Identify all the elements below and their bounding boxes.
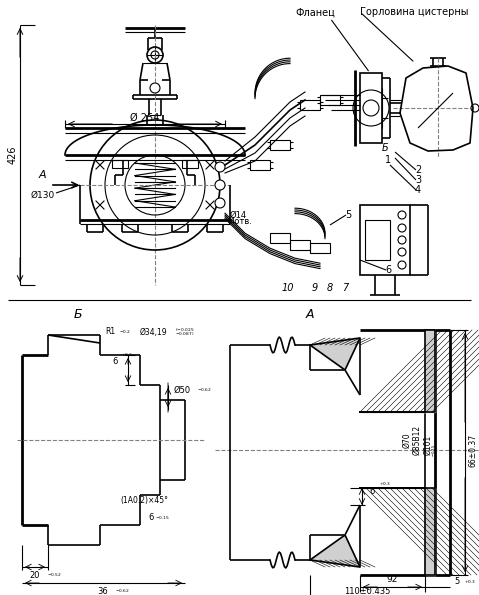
Bar: [270, 233, 290, 243]
Text: 5: 5: [345, 210, 351, 220]
Text: 20: 20: [30, 571, 40, 580]
Bar: [310, 243, 330, 253]
Text: 66±0.37: 66±0.37: [468, 433, 478, 466]
Bar: [360, 73, 382, 143]
Text: (1А0.2)×45°: (1А0.2)×45°: [120, 496, 168, 505]
Text: Б: Б: [74, 308, 82, 321]
Text: $_{-0.62}$: $_{-0.62}$: [197, 386, 212, 394]
Text: Ø50: Ø50: [173, 386, 191, 394]
Text: 6: 6: [385, 265, 391, 275]
Bar: [270, 140, 290, 150]
Text: $^{(-0.025}_{-0.087)}$: $^{(-0.025}_{-0.087)}$: [175, 327, 194, 337]
Text: Ø 254: Ø 254: [130, 113, 160, 123]
Text: 5: 5: [455, 578, 460, 587]
Text: Ø101: Ø101: [423, 435, 433, 455]
Polygon shape: [360, 488, 435, 575]
Text: 6: 6: [148, 513, 153, 522]
Polygon shape: [400, 66, 473, 151]
Polygon shape: [310, 535, 360, 567]
Text: 110±0.435: 110±0.435: [344, 587, 390, 595]
Bar: [182, 160, 198, 168]
Text: $_{-0.15}$: $_{-0.15}$: [155, 515, 170, 522]
Text: Ø70: Ø70: [402, 432, 411, 448]
Text: Ø14: Ø14: [230, 211, 247, 220]
Bar: [112, 160, 128, 168]
Circle shape: [398, 236, 406, 244]
Text: Горловина цистерны: Горловина цистерны: [360, 7, 468, 17]
Text: 9: 9: [312, 283, 318, 293]
Text: $^{+0.3}$: $^{+0.3}$: [464, 580, 476, 584]
Text: 1: 1: [385, 155, 391, 165]
Text: Ø130: Ø130: [31, 190, 55, 199]
Circle shape: [215, 198, 225, 208]
Bar: [300, 100, 320, 110]
Text: $^{+0.3}$: $^{+0.3}$: [379, 481, 391, 487]
Text: 3: 3: [415, 175, 421, 185]
Text: $^{+0.3}$: $^{+0.3}$: [121, 352, 133, 358]
Text: R1: R1: [105, 327, 115, 337]
Text: 7: 7: [342, 283, 348, 293]
Circle shape: [398, 211, 406, 219]
Circle shape: [398, 248, 406, 256]
Text: Фланец: Фланец: [295, 8, 335, 18]
Text: $_{-0.62}$: $_{-0.62}$: [115, 587, 130, 594]
Text: А: А: [306, 308, 314, 321]
Text: 92: 92: [386, 575, 398, 584]
Circle shape: [215, 180, 225, 190]
Text: А: А: [38, 170, 46, 180]
Text: 4: 4: [415, 185, 421, 195]
Text: $^{-0.35}$: $^{-0.35}$: [432, 443, 437, 457]
Circle shape: [398, 261, 406, 269]
Circle shape: [471, 104, 479, 112]
Text: 2: 2: [415, 165, 421, 175]
Text: 4отв.: 4отв.: [230, 218, 253, 227]
Bar: [320, 95, 340, 105]
Text: 10: 10: [282, 283, 294, 293]
Text: 36: 36: [98, 587, 108, 595]
Text: Ø85В12: Ø85В12: [412, 425, 422, 455]
Text: 426: 426: [8, 146, 18, 164]
Polygon shape: [310, 338, 360, 370]
Text: 6: 6: [369, 487, 375, 496]
Circle shape: [215, 162, 225, 172]
Text: Б: Б: [382, 143, 388, 153]
Bar: [360, 205, 410, 275]
Circle shape: [398, 224, 406, 232]
Circle shape: [150, 83, 160, 93]
Text: 6: 6: [112, 358, 118, 367]
Bar: [250, 160, 270, 170]
Bar: [365, 220, 390, 260]
Text: Ø34,19: Ø34,19: [140, 327, 168, 337]
Text: 8: 8: [327, 283, 333, 293]
Bar: [290, 240, 310, 250]
Text: $_{-0.52}$: $_{-0.52}$: [47, 571, 62, 578]
Text: $^{-0.2}$: $^{-0.2}$: [119, 330, 131, 334]
Polygon shape: [360, 330, 435, 412]
